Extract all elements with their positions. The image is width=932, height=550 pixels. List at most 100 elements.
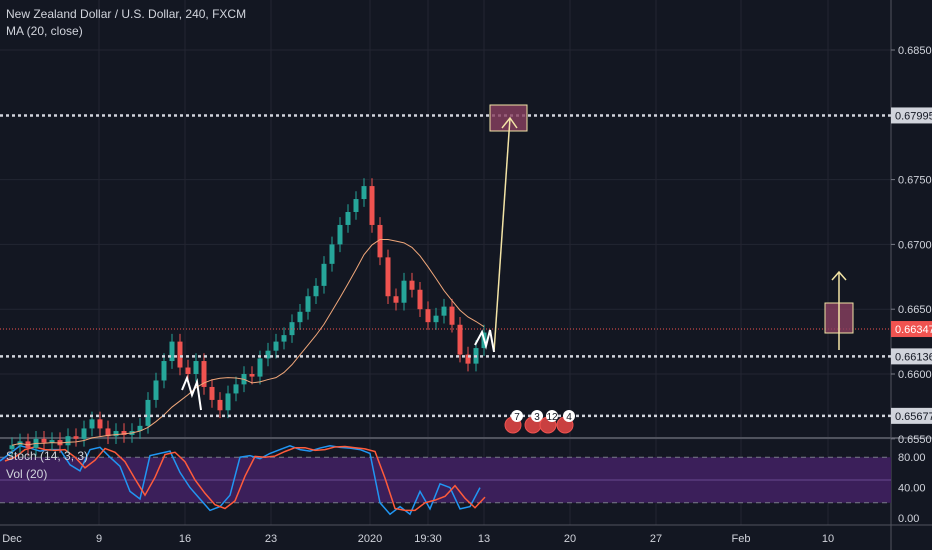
candle: [177, 341, 183, 368]
x-tick-label: 9: [96, 533, 102, 545]
candle: [281, 335, 287, 342]
stoch-tick-label: 80.00: [898, 452, 926, 464]
candle: [329, 244, 335, 264]
price-label: 0.65677: [895, 411, 932, 423]
candle: [81, 428, 87, 439]
candle: [257, 358, 263, 377]
candle: [225, 393, 231, 411]
x-tick-label: Dec: [2, 533, 22, 545]
candle: [401, 280, 407, 303]
candle: [113, 431, 119, 437]
candle: [393, 296, 399, 303]
candle: [265, 350, 271, 359]
ma-legend[interactable]: MA (20, close): [6, 24, 83, 38]
zigzag-drawing: [181, 375, 202, 411]
event-count-bg: [563, 410, 575, 422]
candle: [353, 199, 359, 212]
candle: [49, 440, 55, 443]
x-tick-label: 27: [650, 533, 662, 545]
x-tick-label: 19:30: [414, 533, 442, 545]
candle: [161, 361, 167, 381]
candle: [249, 374, 255, 377]
trend-arrow-line: [493, 117, 511, 353]
candle: [361, 186, 367, 200]
candle: [409, 280, 415, 290]
candle: [73, 436, 79, 439]
event-count: 3: [534, 412, 540, 423]
candle: [457, 324, 463, 355]
event-count: 4: [566, 412, 572, 423]
arrow-head-icon: [501, 116, 518, 129]
candle: [121, 431, 127, 435]
candle: [449, 306, 455, 325]
stoch-legend[interactable]: Stoch (14, 3, 3): [6, 449, 89, 463]
candle: [97, 419, 103, 429]
price-label-bg: [891, 407, 932, 424]
candle: [145, 399, 151, 426]
candle: [385, 257, 391, 297]
price-label: 0.67995: [895, 110, 932, 122]
chart-title: New Zealand Dollar / U.S. Dollar, 240, F…: [6, 7, 247, 21]
x-tick-label: 13: [478, 533, 490, 545]
candle: [321, 263, 327, 286]
x-tick-label: 10: [822, 533, 834, 545]
candle: [337, 224, 343, 245]
price-label: 0.66136: [895, 351, 932, 363]
x-tick-label: Feb: [732, 533, 751, 545]
y-tick-label: 0.65500: [898, 434, 932, 446]
candle: [313, 285, 319, 297]
candle: [441, 306, 447, 316]
candle: [425, 309, 431, 323]
candle: [209, 386, 215, 400]
arrow-head-icon: [831, 270, 847, 281]
event-count-bg: [511, 410, 523, 422]
event-count-bg: [531, 410, 543, 422]
candle: [105, 428, 111, 437]
candle: [305, 296, 311, 312]
stoch-tick-label: 0.00: [898, 513, 919, 525]
candle: [9, 445, 15, 450]
ma-line: [11, 238, 485, 446]
candle: [137, 425, 143, 432]
candle: [377, 224, 383, 258]
candle: [153, 380, 159, 400]
event-count: 12: [546, 412, 558, 423]
candle: [273, 341, 279, 351]
candle: [193, 361, 199, 374]
price-label: 0.66347: [895, 324, 932, 336]
x-tick-label: 2020: [358, 533, 382, 545]
candle: [345, 212, 351, 225]
stoch-tick-label: 40.00: [898, 483, 926, 495]
vol-legend[interactable]: Vol (20): [6, 467, 48, 481]
candle: [297, 311, 303, 323]
price-label-bg: [891, 107, 932, 124]
zigzag-drawing: [474, 329, 495, 353]
target-rectangle: [489, 104, 528, 132]
event-count-bg: [546, 410, 558, 422]
candle: [185, 367, 191, 374]
candle: [433, 315, 439, 323]
stoch-d-line: [4, 445, 486, 512]
candle: [65, 436, 71, 446]
candle: [369, 186, 375, 225]
candle: [217, 399, 223, 411]
price-label-bg: [891, 348, 932, 365]
x-tick-label: 20: [564, 533, 576, 545]
candle: [169, 341, 175, 362]
x-tick-label: 23: [265, 533, 277, 545]
event-count: 7: [514, 412, 520, 423]
price-label-bg: [891, 321, 932, 338]
candle: [41, 438, 47, 443]
x-tick-label: 16: [179, 533, 191, 545]
candle: [201, 361, 207, 387]
candle: [233, 384, 239, 394]
candle: [417, 289, 423, 310]
stoch-k-line: [0, 444, 481, 516]
